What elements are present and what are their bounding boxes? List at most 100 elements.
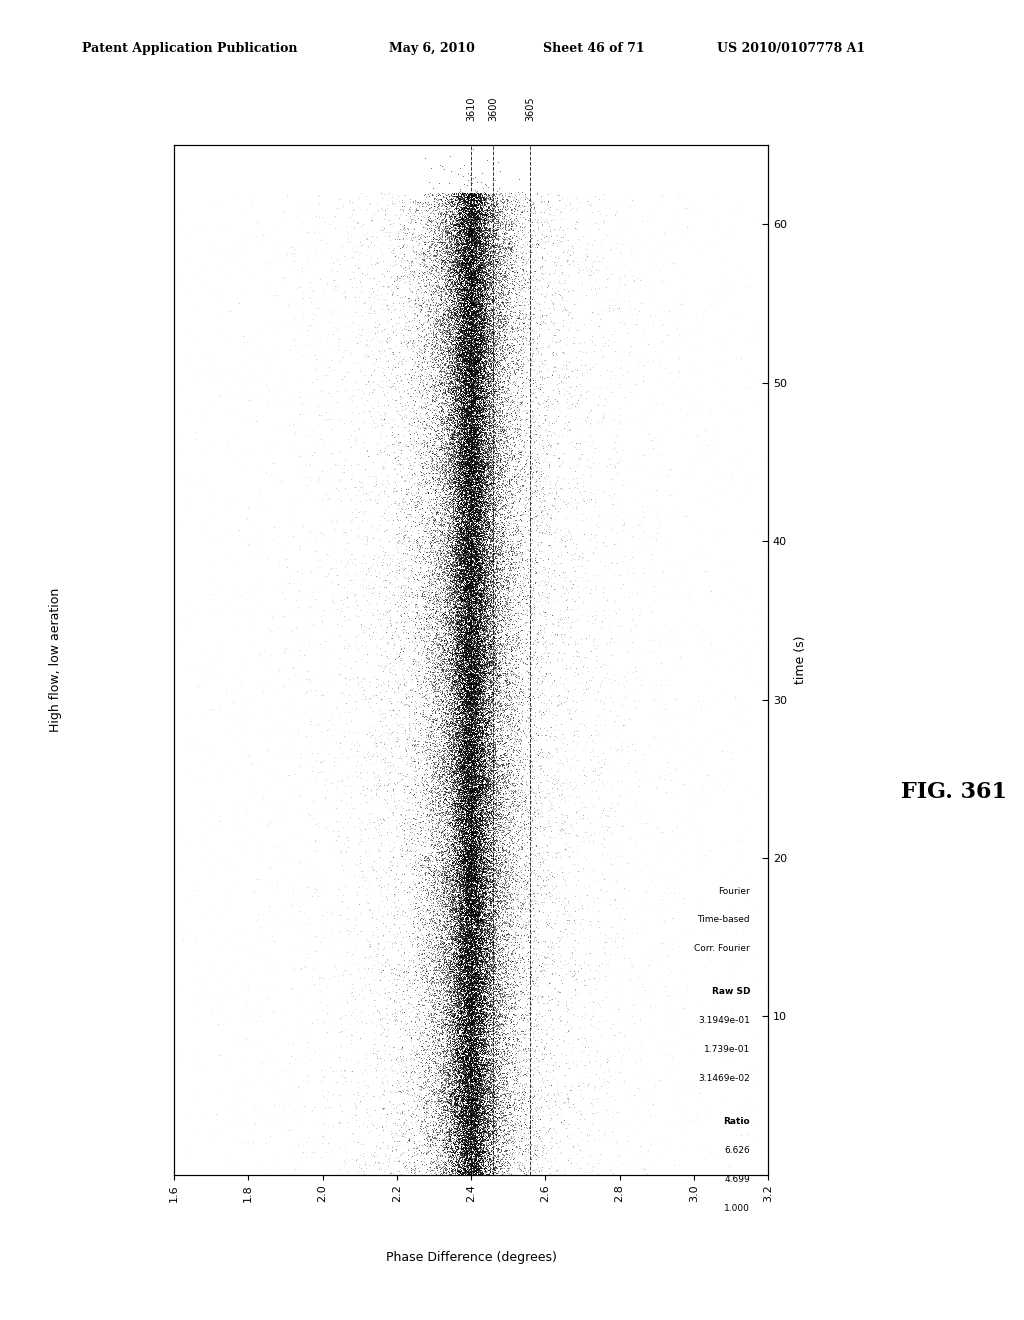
Point <box>492 408 508 429</box>
Point <box>446 675 463 696</box>
Point <box>370 301 386 322</box>
Point <box>467 1082 483 1104</box>
Point <box>464 306 480 327</box>
Point <box>449 818 465 840</box>
Point <box>548 1151 564 1172</box>
Point <box>473 859 489 880</box>
Point <box>453 859 469 880</box>
Point <box>460 672 476 693</box>
Point <box>469 644 485 665</box>
Point <box>460 253 476 275</box>
Point <box>434 771 451 792</box>
Point <box>449 956 465 977</box>
Point <box>452 1098 468 1119</box>
Point <box>468 841 484 862</box>
Point <box>445 746 462 767</box>
Point <box>464 923 480 944</box>
Point <box>429 562 445 583</box>
Point <box>480 511 497 532</box>
Point <box>459 392 475 413</box>
Point <box>472 275 488 296</box>
Point <box>437 252 454 273</box>
Point <box>484 623 501 644</box>
Point <box>483 535 500 556</box>
Point <box>472 1102 488 1123</box>
Point <box>467 236 483 257</box>
Point <box>453 841 469 862</box>
Point <box>446 1133 463 1154</box>
Point <box>503 952 519 973</box>
Point <box>398 506 415 527</box>
Point <box>446 1069 463 1090</box>
Point <box>456 789 472 810</box>
Point <box>468 859 484 880</box>
Point <box>459 964 475 985</box>
Point <box>439 828 456 849</box>
Point <box>431 982 447 1003</box>
Point <box>458 532 474 553</box>
Point <box>494 190 510 211</box>
Point <box>453 1005 469 1026</box>
Point <box>472 682 488 704</box>
Point <box>442 1015 459 1036</box>
Point <box>477 945 494 966</box>
Point <box>480 339 497 360</box>
Point <box>450 249 466 271</box>
Point <box>458 348 474 370</box>
Point <box>307 680 324 701</box>
Point <box>456 847 472 869</box>
Point <box>455 1092 471 1113</box>
Point <box>470 700 486 721</box>
Point <box>723 1001 739 1022</box>
Point <box>452 326 468 347</box>
Point <box>378 1115 394 1137</box>
Point <box>503 540 519 561</box>
Point <box>361 945 378 966</box>
Point <box>412 312 428 333</box>
Point <box>451 564 467 585</box>
Point <box>481 805 498 826</box>
Point <box>424 433 440 454</box>
Point <box>457 1139 473 1160</box>
Point <box>472 808 488 829</box>
Point <box>482 651 499 672</box>
Point <box>435 606 452 627</box>
Point <box>482 763 499 784</box>
Point <box>484 997 501 1018</box>
Point <box>444 711 461 733</box>
Point <box>451 249 467 271</box>
Point <box>445 994 462 1015</box>
Point <box>464 570 480 591</box>
Point <box>497 854 513 875</box>
Point <box>495 726 511 747</box>
Point <box>457 480 473 502</box>
Point <box>463 1159 479 1180</box>
Point <box>454 630 470 651</box>
Point <box>705 284 721 305</box>
Point <box>473 380 489 401</box>
Point <box>493 302 509 323</box>
Point <box>403 616 420 638</box>
Point <box>474 898 490 919</box>
Point <box>486 376 503 397</box>
Point <box>456 461 472 482</box>
Point <box>509 929 525 950</box>
Point <box>454 1107 470 1129</box>
Point <box>23 469 39 490</box>
Point <box>463 546 479 568</box>
Point <box>469 770 485 791</box>
Point <box>446 1048 463 1069</box>
Point <box>475 642 492 663</box>
Point <box>473 921 489 942</box>
Point <box>452 591 468 612</box>
Point <box>488 1080 505 1101</box>
Point <box>465 859 481 880</box>
Point <box>477 697 494 718</box>
Point <box>453 721 469 742</box>
Point <box>478 400 495 421</box>
Point <box>475 242 492 263</box>
Point <box>462 883 478 904</box>
Point <box>446 1137 463 1158</box>
Point <box>393 961 410 982</box>
Point <box>411 1063 427 1084</box>
